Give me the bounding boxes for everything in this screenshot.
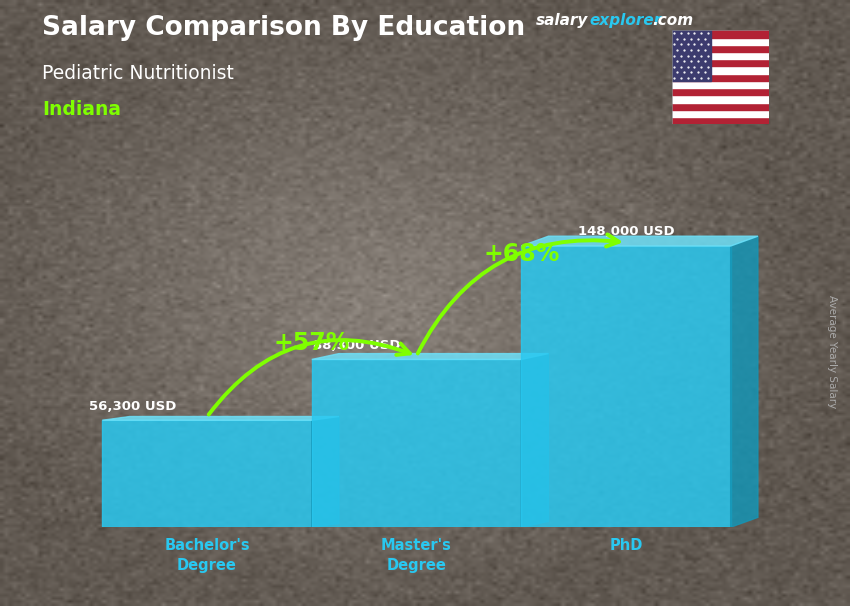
Text: Indiana: Indiana: [42, 100, 122, 119]
Text: .com: .com: [652, 13, 693, 28]
Bar: [672, 30, 711, 81]
Bar: [672, 52, 769, 59]
Text: 148,000 USD: 148,000 USD: [578, 225, 674, 238]
Polygon shape: [521, 236, 758, 246]
Text: +68%: +68%: [483, 242, 559, 266]
Polygon shape: [521, 353, 548, 527]
Text: Average Yearly Salary: Average Yearly Salary: [827, 295, 837, 408]
Polygon shape: [312, 353, 548, 359]
Text: +57%: +57%: [274, 331, 350, 355]
Bar: [672, 81, 769, 88]
Bar: [672, 88, 769, 95]
Bar: [672, 95, 769, 102]
Bar: [672, 110, 769, 117]
Bar: [672, 59, 769, 67]
Text: 88,300 USD: 88,300 USD: [313, 339, 400, 351]
Bar: [672, 38, 769, 45]
Bar: [672, 45, 769, 52]
Text: 56,300 USD: 56,300 USD: [88, 399, 176, 413]
Bar: [672, 30, 769, 38]
Text: Salary Comparison By Education: Salary Comparison By Education: [42, 15, 525, 41]
Bar: [521, 246, 731, 527]
Polygon shape: [102, 416, 339, 420]
Bar: [672, 74, 769, 81]
Text: Pediatric Nutritionist: Pediatric Nutritionist: [42, 64, 235, 82]
Bar: [312, 359, 521, 527]
Text: explorer: explorer: [589, 13, 661, 28]
Bar: [672, 102, 769, 110]
Bar: [102, 420, 312, 527]
Polygon shape: [731, 236, 758, 527]
Bar: [672, 117, 769, 124]
Bar: [672, 67, 769, 74]
Text: salary: salary: [536, 13, 588, 28]
Polygon shape: [312, 416, 339, 527]
